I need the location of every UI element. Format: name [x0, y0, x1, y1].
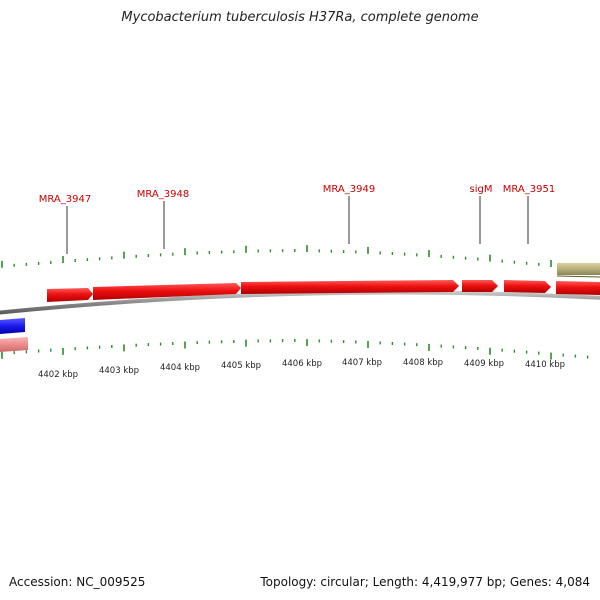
- gene-block-reverse: [0, 318, 25, 334]
- inner-tick-ring: [1, 339, 589, 360]
- scale-label-4402: 4402 kbp: [38, 370, 78, 380]
- gene-label-mra-3949: MRA_3949: [323, 184, 375, 195]
- outer-tick-ring: [1, 245, 589, 271]
- genome-backbone: [0, 290, 600, 315]
- scale-label-4404: 4404 kbp: [160, 363, 200, 373]
- scale-label-4406: 4406 kbp: [282, 359, 322, 369]
- gene-arrow-mra-3948: [93, 283, 241, 300]
- scale-label-4407: 4407 kbp: [342, 358, 382, 368]
- accession-label: Accession: NC_009525: [9, 575, 146, 589]
- gene-arrow-next: [556, 281, 600, 295]
- gene-arrow-sigm: [462, 280, 498, 292]
- gene-label-mra-3947: MRA_3947: [39, 194, 91, 205]
- scale-label-4403: 4403 kbp: [99, 366, 139, 376]
- gene-label-sigm: sigM: [470, 184, 493, 195]
- gene-arrow-mra-3947: [47, 288, 93, 302]
- gene-arrow-mra-3951: [504, 280, 551, 293]
- scale-label-4408: 4408 kbp: [403, 358, 443, 368]
- gene-label-mra-3948: MRA_3948: [137, 189, 189, 200]
- scale-label-4405: 4405 kbp: [221, 361, 261, 371]
- genome-summary: Topology: circular; Length: 4,419,977 bp…: [260, 575, 590, 589]
- gene-arrow-mra-3949: [241, 280, 459, 294]
- feature-line-olive: [556, 275, 600, 278]
- scale-label-4409: 4409 kbp: [464, 359, 504, 369]
- feature-block-olive: [557, 263, 600, 275]
- scale-label-4410: 4410 kbp: [525, 360, 565, 370]
- gene-block-reverse-light: [0, 337, 28, 352]
- gene-label-mra-3951: MRA_3951: [503, 184, 555, 195]
- map-title: Mycobacterium tuberculosis H37Ra, comple…: [121, 10, 479, 25]
